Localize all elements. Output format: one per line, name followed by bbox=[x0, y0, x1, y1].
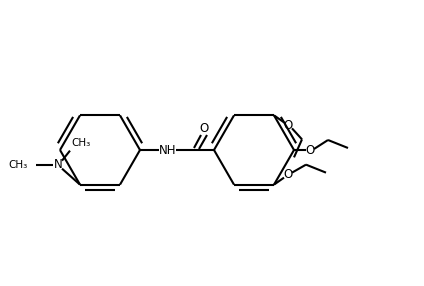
Text: CH₃: CH₃ bbox=[71, 138, 91, 148]
Text: O: O bbox=[199, 122, 209, 134]
Text: O: O bbox=[283, 119, 293, 132]
Text: CH₃: CH₃ bbox=[8, 160, 28, 170]
Text: NH: NH bbox=[159, 144, 177, 156]
Text: O: O bbox=[305, 144, 315, 156]
Text: O: O bbox=[283, 168, 293, 181]
Text: N: N bbox=[53, 158, 62, 171]
